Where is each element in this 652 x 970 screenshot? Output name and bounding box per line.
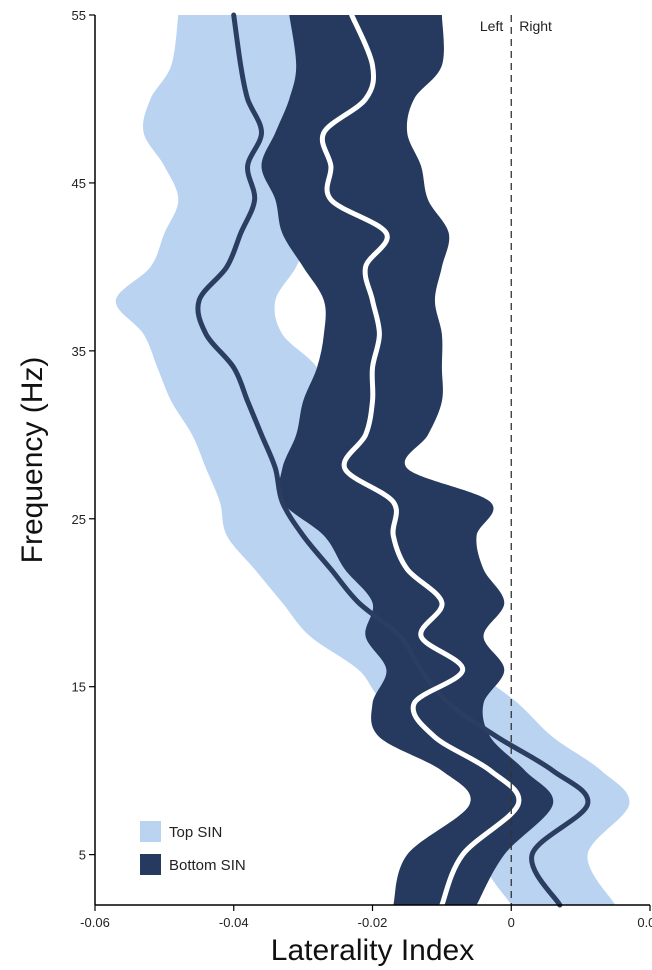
x-tick-label: 0.02 bbox=[637, 915, 652, 930]
y-tick-label: 45 bbox=[72, 176, 86, 191]
ticks: -0.06 -0.04 -0.02 0 0.02 5 15 25 35 45 55 bbox=[72, 8, 652, 930]
legend: Top SIN Bottom SIN bbox=[140, 821, 246, 875]
mean-line-bottom-sin bbox=[319, 12, 522, 908]
y-tick-label: 55 bbox=[72, 8, 86, 23]
band-bottom-sin bbox=[261, 15, 554, 905]
legend-swatch-bottom-sin bbox=[140, 854, 161, 875]
y-tick-label: 35 bbox=[72, 344, 86, 359]
x-tick-label: -0.02 bbox=[358, 915, 388, 930]
x-tick-label: -0.06 bbox=[80, 915, 110, 930]
right-annotation: Right bbox=[519, 18, 552, 34]
x-tick-label: 0 bbox=[508, 915, 515, 930]
y-tick-label: 15 bbox=[72, 680, 86, 695]
left-annotation: Left bbox=[480, 18, 503, 34]
y-tick-label: 5 bbox=[79, 848, 86, 863]
legend-swatch-top-sin bbox=[140, 821, 161, 842]
mean-lines bbox=[195, 12, 591, 908]
x-tick-label: -0.04 bbox=[219, 915, 249, 930]
band-top-sin bbox=[115, 15, 630, 905]
y-axis-title: Frequency (Hz) bbox=[16, 357, 49, 564]
legend-label-top-sin: Top SIN bbox=[169, 824, 222, 841]
legend-label-bottom-sin: Bottom SIN bbox=[169, 857, 246, 874]
confidence-bands bbox=[115, 15, 630, 905]
y-tick-label: 25 bbox=[72, 512, 86, 527]
mean-line-top-sin bbox=[195, 12, 591, 908]
x-axis-title: Laterality Index bbox=[271, 934, 474, 967]
